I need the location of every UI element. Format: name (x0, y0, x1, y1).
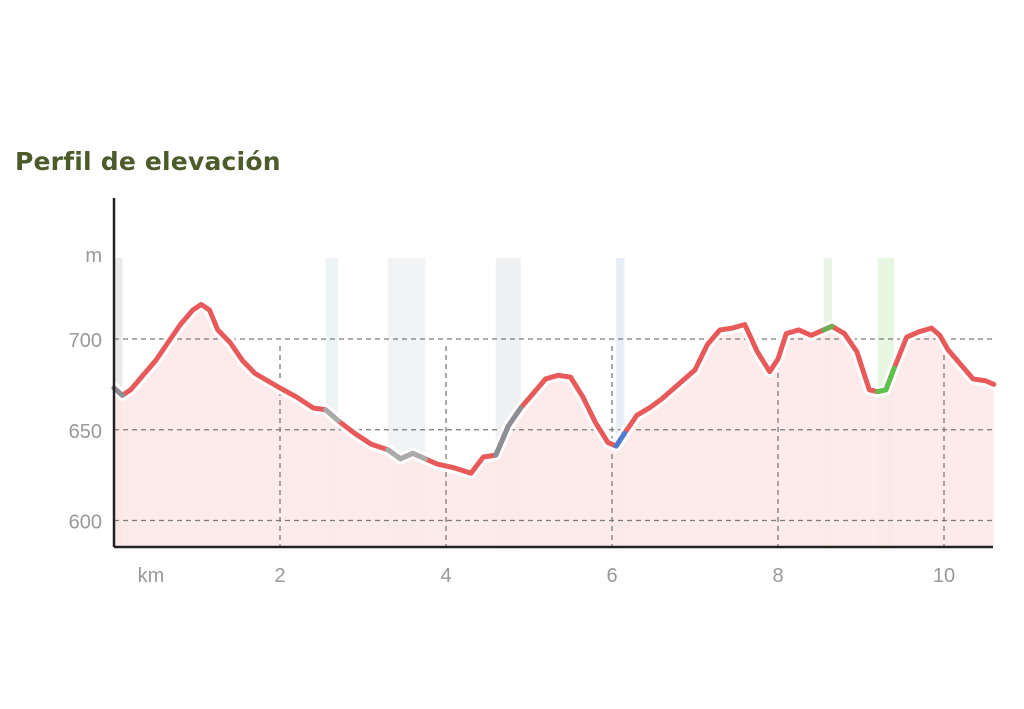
x-tick-label-6: 6 (606, 565, 617, 587)
y-tick-label-650: 650 (69, 421, 102, 443)
elevation-line (111, 302, 997, 476)
segment-group (111, 323, 897, 462)
x-tick-label-2: 2 (274, 565, 285, 587)
tick-labels: m 600 650 700 km 2 4 6 8 10 (69, 245, 956, 587)
surface-segment-2 (385, 447, 428, 462)
x-tick-label-8: 8 (772, 565, 783, 587)
x-tick-label-4: 4 (440, 565, 451, 587)
x-axis-unit-label: km (138, 565, 165, 587)
area-fill-group (114, 310, 994, 547)
surface-segment-5 (821, 323, 835, 333)
surface-segment-4 (613, 430, 627, 449)
y-tick-label-700: 700 (69, 330, 102, 352)
x-tick-label-10: 10 (933, 565, 955, 587)
surface-segment-3 (493, 405, 524, 458)
chart-title: Perfil de elevación (15, 147, 281, 176)
area-fill (114, 310, 994, 547)
y-axis-unit-label: m (85, 245, 102, 267)
y-tick-label-600: 600 (69, 512, 102, 534)
surface-segment-1 (323, 407, 341, 424)
surface-segment-0 (111, 385, 125, 398)
line-group (108, 299, 1000, 479)
surface-segment-6 (875, 365, 897, 395)
surface-band-4 (616, 258, 625, 547)
axes (112, 198, 993, 549)
